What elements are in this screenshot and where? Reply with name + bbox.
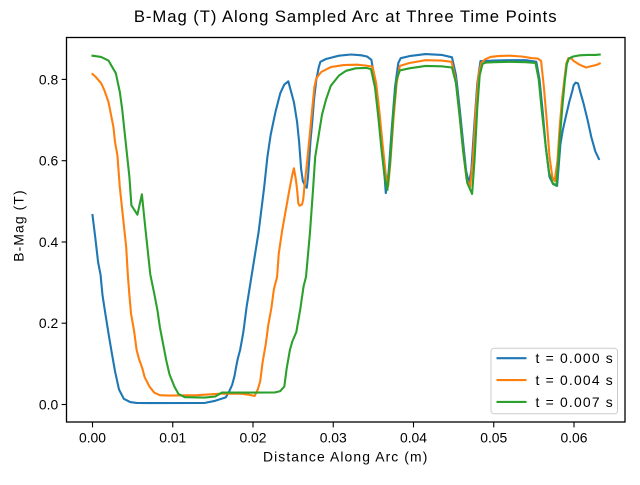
svg-text:0.01: 0.01 bbox=[159, 430, 186, 446]
svg-text:Distance Along Arc (m): Distance Along Arc (m) bbox=[263, 449, 428, 465]
svg-text:B-Mag (T): B-Mag (T) bbox=[11, 189, 27, 261]
svg-text:0.04: 0.04 bbox=[400, 430, 427, 446]
svg-text:0.6: 0.6 bbox=[39, 153, 59, 169]
svg-text:0.0: 0.0 bbox=[39, 397, 59, 413]
svg-text:0.00: 0.00 bbox=[79, 430, 106, 446]
svg-text:0.4: 0.4 bbox=[39, 234, 59, 250]
svg-text:t = 0.007 s: t = 0.007 s bbox=[536, 394, 614, 410]
svg-text:t = 0.004 s: t = 0.004 s bbox=[536, 372, 614, 388]
svg-text:0.2: 0.2 bbox=[39, 315, 59, 331]
svg-text:t = 0.000 s: t = 0.000 s bbox=[536, 350, 614, 366]
svg-text:0.8: 0.8 bbox=[39, 71, 59, 87]
svg-text:B-Mag (T) Along Sampled Arc at: B-Mag (T) Along Sampled Arc at Three Tim… bbox=[134, 7, 558, 26]
svg-text:0.03: 0.03 bbox=[320, 430, 347, 446]
svg-text:0.02: 0.02 bbox=[239, 430, 266, 446]
svg-text:0.06: 0.06 bbox=[560, 430, 587, 446]
svg-text:0.05: 0.05 bbox=[480, 430, 507, 446]
